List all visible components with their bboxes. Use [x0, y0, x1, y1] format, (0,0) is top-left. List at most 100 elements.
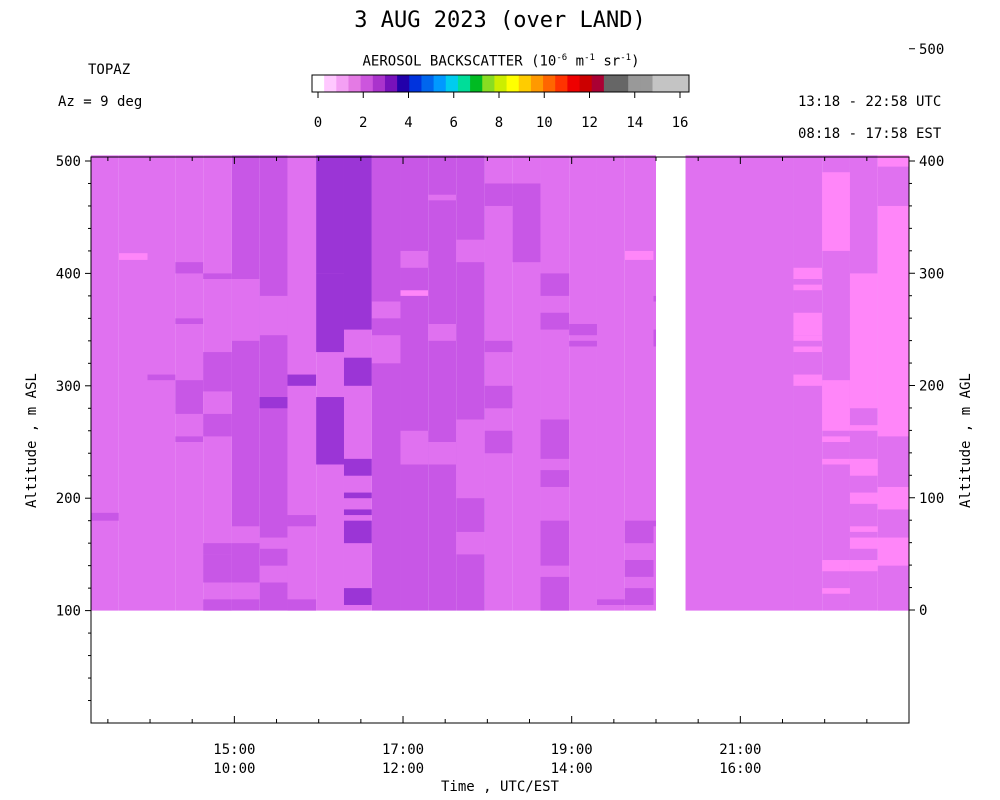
- heatmap-cell: [484, 183, 513, 206]
- heatmap-column: [371, 155, 401, 611]
- colorbar-swatch: [579, 75, 593, 92]
- colorbar-swatch: [421, 75, 435, 92]
- heatmap-cell: [203, 599, 232, 611]
- heatmap-column: [400, 155, 429, 611]
- heatmap-cell: [849, 425, 878, 431]
- colorbar-swatch: [555, 75, 568, 92]
- colorbar-swatch: [506, 75, 520, 92]
- heatmap-column: [484, 155, 513, 611]
- y-tick-label-left: 300: [56, 379, 81, 395]
- heatmap-cell: [203, 413, 232, 437]
- colorbar-tick-label: 14: [626, 115, 643, 131]
- heatmap-cell: [540, 520, 570, 566]
- heatmap-column: [596, 155, 625, 611]
- heatmap-cell: [456, 419, 485, 499]
- heatmap-cell: [877, 436, 909, 487]
- heatmap-cell: [259, 537, 288, 549]
- heatmap-cell: [822, 560, 850, 572]
- heatmap-cell: [343, 458, 372, 476]
- colorbar-swatch: [372, 75, 386, 92]
- x-tick-label-est: 16:00: [719, 761, 761, 777]
- heatmap-cell: [822, 458, 850, 465]
- y-tick-label-right: 300: [919, 266, 944, 282]
- heatmap-cell: [428, 442, 457, 465]
- heatmap-cell: [400, 250, 429, 268]
- heatmap-cell: [343, 155, 372, 330]
- heatmap-cell: [653, 295, 657, 302]
- est-range-label: 08:18 - 17:58 EST: [798, 126, 942, 142]
- heatmap-column: [118, 155, 148, 611]
- x-tick-label-utc: 15:00: [213, 742, 255, 758]
- colorbar-swatch: [567, 75, 581, 92]
- y-tick-label-right: 0: [919, 603, 927, 619]
- colorbar-swatch: [494, 75, 508, 92]
- utc-range-label: 13:18 - 22:58 UTC: [798, 94, 942, 110]
- heatmap-cell: [822, 588, 850, 594]
- x-tick-label-utc: 19:00: [551, 742, 593, 758]
- heatmap-cell: [877, 509, 909, 538]
- heatmap-cell: [343, 588, 372, 605]
- y-tick-label-left: 400: [56, 266, 81, 282]
- heatmap-cell: [175, 380, 204, 414]
- heatmap-cell: [849, 560, 878, 572]
- colorbar-title-suffix: ): [631, 53, 640, 70]
- colorbar-swatch: [482, 75, 495, 92]
- heatmap-column: [653, 155, 657, 611]
- heatmap-cell: [231, 582, 260, 600]
- heatmap-cell: [793, 284, 823, 291]
- colorbar-swatch: [409, 75, 422, 92]
- heatmap-cell: [484, 385, 513, 409]
- y-tick-label-right: 500: [919, 42, 944, 58]
- heatmap-cell: [822, 172, 850, 251]
- heatmap-cell: [259, 295, 288, 336]
- heatmap-cell: [484, 340, 513, 353]
- colorbar-swatch: [543, 75, 556, 92]
- colorbar-title-exp1: -6: [556, 53, 568, 63]
- x-tick-label-utc: 21:00: [719, 742, 761, 758]
- heatmap-cell: [540, 273, 570, 296]
- heatmap-layer: [91, 155, 909, 611]
- heatmap-cell: [371, 301, 401, 319]
- colorbar-frame: [311, 74, 690, 93]
- heatmap-cell: [231, 526, 260, 544]
- colorbar-tick-label: 6: [450, 115, 458, 131]
- heatmap-cell: [371, 335, 401, 364]
- heatmap-cell: [793, 267, 823, 280]
- heatmap-cell: [624, 560, 654, 577]
- y-axis-label-left: Altitude , m ASL: [24, 373, 40, 508]
- chart-title: 3 AUG 2023 (over LAND): [354, 8, 646, 33]
- colorbar-swatch: [348, 75, 362, 92]
- x-tick-label-utc: 17:00: [382, 742, 424, 758]
- heatmap-column: [259, 155, 288, 611]
- heatmap-cell: [624, 520, 654, 544]
- heatmap-cell: [849, 273, 878, 409]
- colorbar-tick-label: 8: [495, 115, 503, 131]
- plot-frame: [90, 156, 910, 724]
- heatmap-cell: [456, 239, 485, 263]
- heatmap-cell: [849, 537, 878, 549]
- heatmap-cell: [596, 599, 625, 605]
- heatmap-cell: [653, 329, 657, 347]
- colorbar-swatch: [603, 75, 617, 92]
- y-tick-label-left: 100: [56, 604, 81, 620]
- heatmap-column: [685, 155, 794, 611]
- heatmap-cell: [569, 323, 597, 336]
- y-tick-label-right: 200: [919, 379, 944, 395]
- colorbar-tick-label: 10: [536, 115, 553, 131]
- heatmap-cell: [91, 512, 119, 521]
- heatmap-cell: [849, 526, 878, 532]
- heatmap-cell: [287, 515, 317, 527]
- y-tick-label-right: 400: [919, 154, 944, 170]
- colorbar-swatch: [628, 75, 641, 92]
- heatmap-cell: [793, 335, 823, 341]
- heatmap-cell: [793, 374, 823, 386]
- heatmap-cell: [259, 565, 288, 583]
- heatmap-cell: [793, 312, 823, 336]
- colorbar-swatch: [470, 75, 483, 92]
- heatmap-cell: [259, 397, 288, 409]
- colorbar-swatch: [616, 75, 629, 92]
- colorbar-swatch: [530, 75, 544, 92]
- colorbar-tick-label: 12: [581, 115, 598, 131]
- heatmap-cell: [624, 250, 654, 260]
